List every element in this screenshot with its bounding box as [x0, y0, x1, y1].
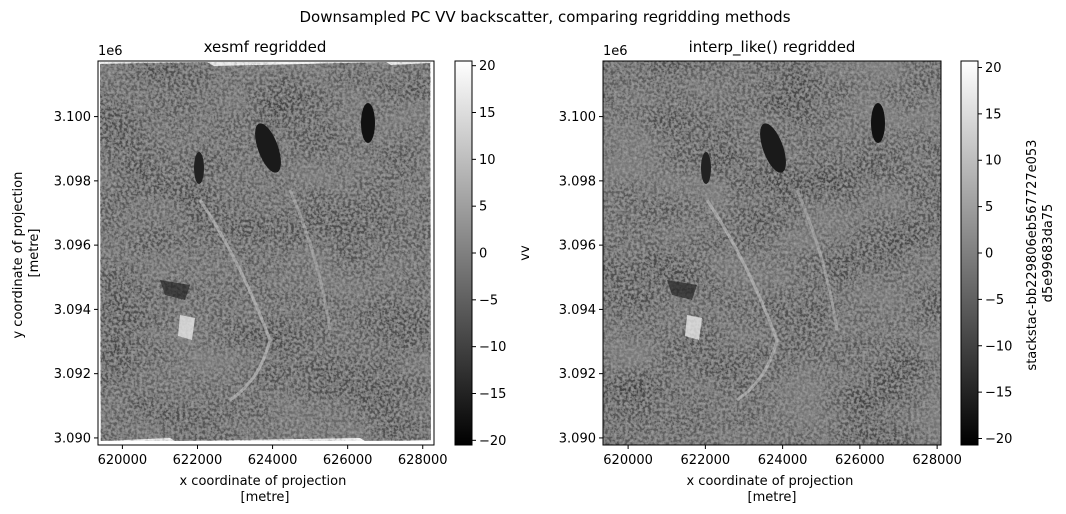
right-colorbar-tick-label: 20	[985, 61, 1002, 76]
left-x-tick-label: 628000	[398, 453, 448, 468]
left-colorbar-tick-label: −20	[479, 434, 506, 449]
left-axes-title: xesmf regridded	[204, 38, 327, 56]
right-colorbar-tick-label: 5	[985, 200, 993, 215]
left-colorbar	[454, 60, 473, 446]
left-y-tick-label: 3.096	[54, 239, 91, 254]
left-axes-frame	[97, 60, 435, 446]
right-colorbar-tick-label: −10	[985, 339, 1012, 354]
left-colorbar-tick-label: 10	[479, 153, 496, 168]
right-panel: interp_like() regridded 620000 622000 6240…	[559, 38, 1056, 505]
left-x-axis-label: x coordinate of projection [metre]	[179, 474, 350, 505]
right-x-axis-label-line-1: x coordinate of projection	[686, 474, 853, 489]
left-y-tick-label: 3.098	[54, 174, 91, 189]
left-colorbar-tick-label: 0	[479, 247, 487, 262]
left-y-offset-label: 1e6	[98, 44, 123, 59]
left-y-tick-label: 3.092	[54, 367, 91, 382]
left-panel: xesmf regridded 620000 622000 624000 626000…	[11, 38, 533, 505]
right-x-tick-label: 626000	[835, 453, 885, 468]
left-colorbar-tick-label: 15	[479, 106, 496, 121]
right-x-ticks: 620000 622000 624000 626000 628000	[603, 445, 962, 468]
right-image	[603, 61, 941, 445]
left-colorbar-ticks: 20 15 10 5 0 −5 −10 −15 −20	[472, 59, 506, 449]
right-colorbar-tick-label: 0	[985, 247, 993, 262]
right-y-tick-label: 3.092	[559, 367, 596, 382]
right-axes-title: interp_like() regridded	[689, 38, 856, 57]
left-y-tick-label: 3.090	[54, 431, 91, 446]
right-y-offset-label: 1e6	[603, 44, 628, 59]
right-x-axis-label-line-2: [metre]	[748, 490, 797, 505]
right-colorbar-label-line-1: stackstac-bb229806eb567727e053	[1025, 140, 1040, 371]
left-y-axis-label-line-1: y coordinate of projection	[11, 172, 26, 339]
right-y-tick-label: 3.100	[559, 110, 596, 125]
left-colorbar-tick-label: −5	[479, 293, 498, 308]
left-x-tick-label: 624000	[248, 453, 298, 468]
right-axes-frame	[602, 60, 942, 446]
right-colorbar-tick-label: 10	[985, 154, 1002, 169]
left-y-axis-label: y coordinate of projection [metre]	[11, 167, 42, 338]
right-colorbar-tick-label: 15	[985, 107, 1002, 122]
right-x-axis-label: x coordinate of projection [metre]	[686, 474, 857, 505]
right-x-tick-label: 624000	[758, 453, 808, 468]
right-colorbar-tick-label: −20	[985, 432, 1012, 447]
right-x-tick-label: 628000	[912, 453, 962, 468]
right-y-tick-label: 3.090	[559, 431, 596, 446]
left-x-axis-label-line-2: [metre]	[241, 490, 290, 505]
left-colorbar-label-line-1: vv	[518, 245, 533, 261]
left-y-axis-label-line-2: [metre]	[27, 229, 42, 278]
left-image	[98, 61, 434, 445]
left-x-tick-label: 622000	[173, 453, 223, 468]
right-x-tick-label: 622000	[681, 453, 731, 468]
right-colorbar-tick-label: −5	[985, 293, 1004, 308]
right-y-tick-label: 3.094	[559, 303, 596, 318]
right-colorbar	[960, 60, 979, 446]
right-y-ticks: 3.090 3.092 3.094 3.096 3.098 3.100	[559, 110, 603, 446]
right-colorbar-tick-label: −15	[985, 386, 1012, 401]
left-colorbar-tick-label: 20	[479, 59, 496, 74]
left-colorbar-tick-label: −10	[479, 340, 506, 355]
left-colorbar-label: vv	[518, 245, 533, 261]
right-y-tick-label: 3.098	[559, 174, 596, 189]
left-y-tick-label: 3.094	[54, 303, 91, 318]
right-colorbar-label-line-2: d5e99683da75	[1041, 204, 1056, 303]
right-colorbar-ticks: 20 15 10 5 0 −5 −10 −15 −20	[978, 61, 1012, 447]
left-x-ticks: 620000 622000 624000 626000 628000	[98, 445, 448, 468]
right-y-tick-label: 3.096	[559, 239, 596, 254]
left-x-tick-label: 626000	[323, 453, 373, 468]
left-colorbar-tick-label: 5	[479, 200, 487, 215]
left-y-tick-label: 3.100	[54, 110, 91, 125]
left-y-ticks: 3.090 3.092 3.094 3.096 3.098 3.100	[54, 110, 98, 446]
right-colorbar-label: stackstac-bb229806eb567727e053 d5e99683d…	[1025, 135, 1056, 370]
left-x-tick-label: 620000	[98, 453, 148, 468]
right-x-tick-label: 620000	[603, 453, 653, 468]
left-x-axis-label-line-1: x coordinate of projection	[179, 474, 346, 489]
figure-title: Downsampled PC VV backscatter, comparing…	[299, 8, 790, 26]
left-colorbar-tick-label: −15	[479, 387, 506, 402]
